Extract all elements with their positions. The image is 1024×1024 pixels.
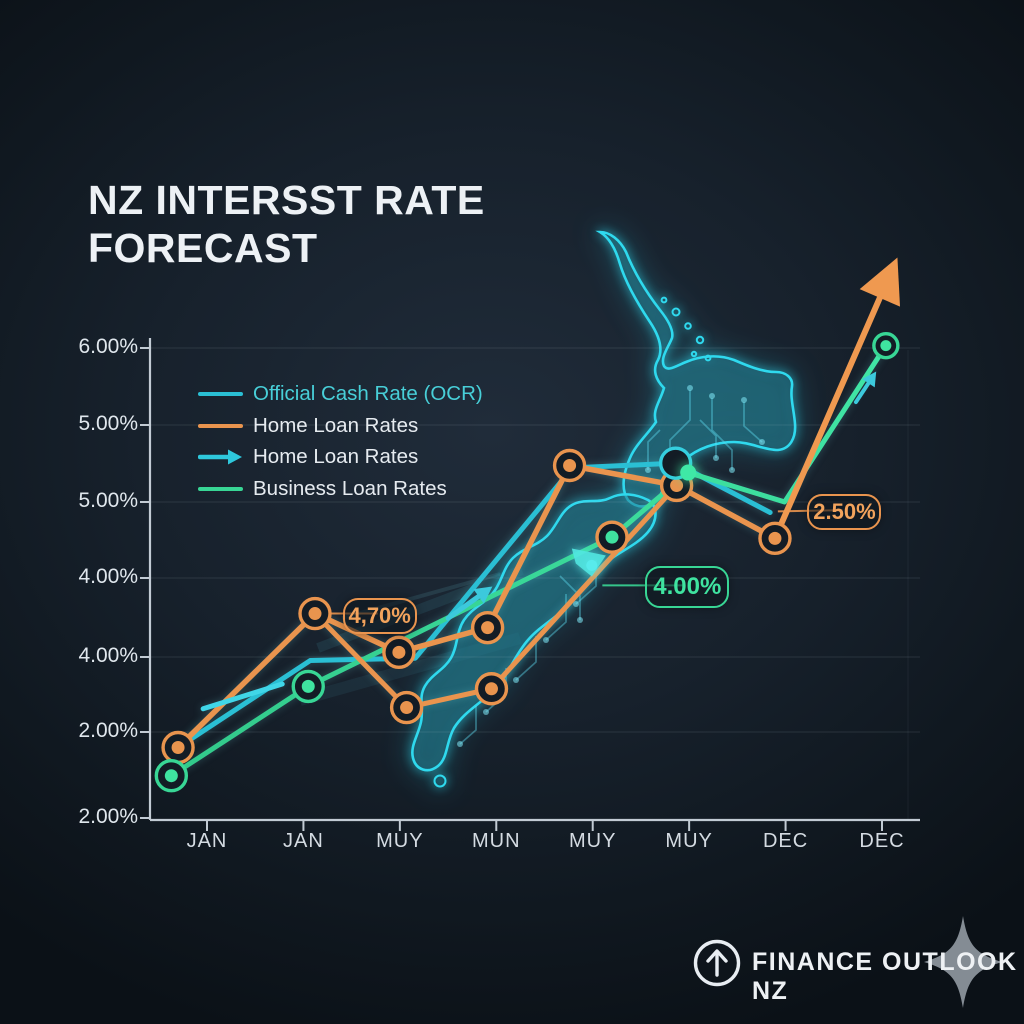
legend-label: Business Loan Rates <box>253 477 447 500</box>
marker-dot <box>484 682 498 696</box>
title-line-2: FORECAST <box>88 225 318 271</box>
marker-dot <box>400 701 414 715</box>
marker-dot <box>171 741 185 754</box>
y-axis-label: 2.00% <box>78 719 138 742</box>
marker-dot <box>164 769 178 783</box>
four-point-star-decoration <box>924 916 1002 1008</box>
callout-470: 4,70% <box>342 597 417 634</box>
glow-dot <box>586 559 598 571</box>
trend-arrow-head <box>859 257 901 307</box>
page-title: NZ INTERSST RATE FORECAST <box>88 176 485 272</box>
axes <box>140 338 920 831</box>
marker-dot <box>308 607 322 621</box>
data-point-markers <box>154 331 900 793</box>
x-axis-label: MUN <box>472 830 521 852</box>
legend-item-1: Home Loan Rates <box>198 413 418 439</box>
y-axis-label: 2.00% <box>78 805 138 828</box>
legend-label: Home Loan Rates <box>253 445 419 468</box>
stewart-island <box>433 774 447 788</box>
marker-dot <box>563 459 577 472</box>
brand-name: FINANCE OUTLOOK NZ <box>752 948 1018 1005</box>
y-axis-label: 4.00% <box>78 565 138 588</box>
callout-400: 4.00% <box>645 566 730 609</box>
north-island-outline <box>595 230 797 508</box>
small-arrow-1-head <box>473 586 493 604</box>
marker-dot <box>880 340 892 352</box>
small-arrow-1-shaft <box>445 593 482 621</box>
x-axis-label: DEC <box>859 830 905 852</box>
small-arrow-2-head <box>862 371 877 388</box>
x-axis-label: DEC <box>762 830 809 852</box>
new-zealand-map <box>411 230 797 788</box>
legend-item-2: Home Loan Rates <box>198 444 418 470</box>
glow-dot <box>680 464 697 481</box>
x-axis-label: MUY <box>376 830 424 852</box>
marker-dot <box>301 679 315 693</box>
trend-arrow-shaft <box>771 294 883 542</box>
marker-dot <box>481 621 495 635</box>
legend-label: Official Cash Rate (OCR) <box>253 382 483 405</box>
legend-line-swatch <box>198 486 243 492</box>
title-line-1: NZ INTERSST RATE <box>88 177 485 223</box>
legend-item-0: Official Cash Rate (OCR) <box>198 381 483 407</box>
legend-line-swatch <box>198 391 243 397</box>
x-axis-label: MUY <box>665 830 713 852</box>
x-axis-label: JAN <box>283 830 324 852</box>
x-axis-label: MUY <box>568 830 617 852</box>
legend-item-3: Business Loan Rates <box>198 476 447 502</box>
marker-dot <box>392 645 406 659</box>
line-segment-0 <box>200 681 285 712</box>
up-arrow-circle-icon <box>693 939 741 987</box>
series-line-home-loan-rates-branch- <box>312 482 680 711</box>
marker-dot <box>768 531 782 545</box>
y-axis-label: 5.00% <box>78 412 138 435</box>
offshore-island-dots <box>660 296 712 362</box>
y-axis-label: 4.00% <box>78 644 138 667</box>
legend-line-swatch <box>198 423 243 429</box>
y-axis-label: 5.00% <box>78 489 138 512</box>
marker-dot <box>605 530 619 544</box>
x-axis-label: JAN <box>186 830 228 852</box>
small-arrow-2-shaft <box>853 381 871 405</box>
y-axis-label: 6.00% <box>78 335 138 358</box>
marker-dot <box>670 478 684 492</box>
legend-label: Home Loan Rates <box>253 414 419 437</box>
callout-250: 2.50% <box>807 494 882 531</box>
legend-arrow-icon <box>198 448 243 466</box>
